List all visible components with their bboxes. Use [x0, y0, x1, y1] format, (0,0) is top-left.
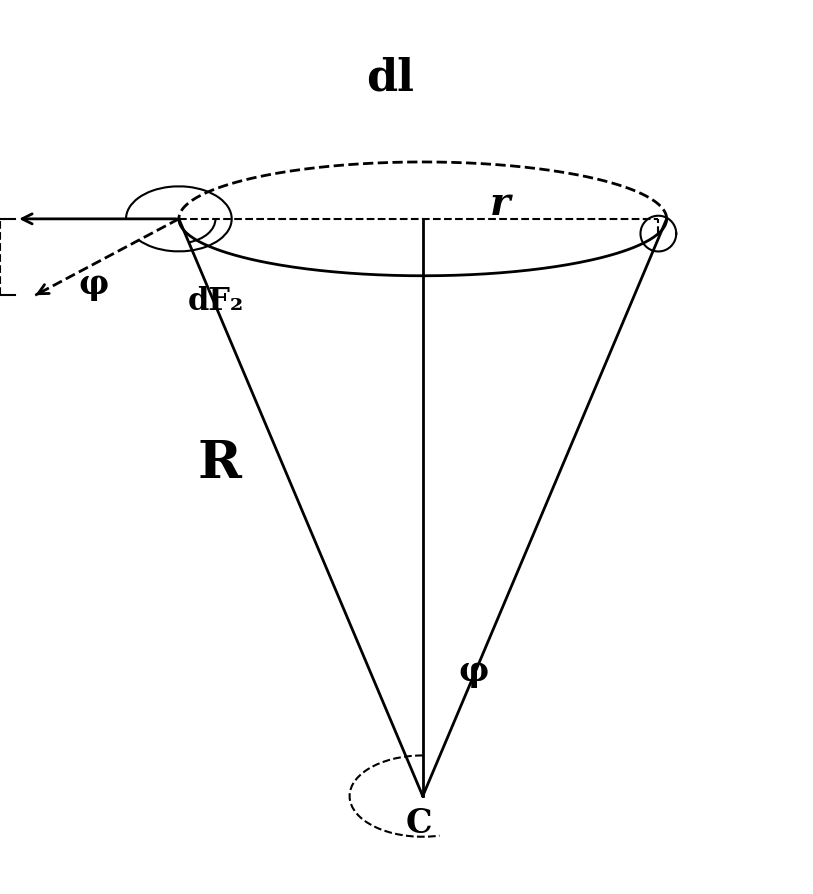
- Text: φ: φ: [78, 268, 109, 301]
- Text: dl: dl: [366, 56, 415, 99]
- Text: R: R: [198, 438, 241, 489]
- Text: φ: φ: [458, 654, 489, 687]
- Text: dF₂: dF₂: [187, 285, 244, 316]
- Text: C: C: [406, 805, 432, 839]
- Text: r: r: [489, 184, 511, 223]
